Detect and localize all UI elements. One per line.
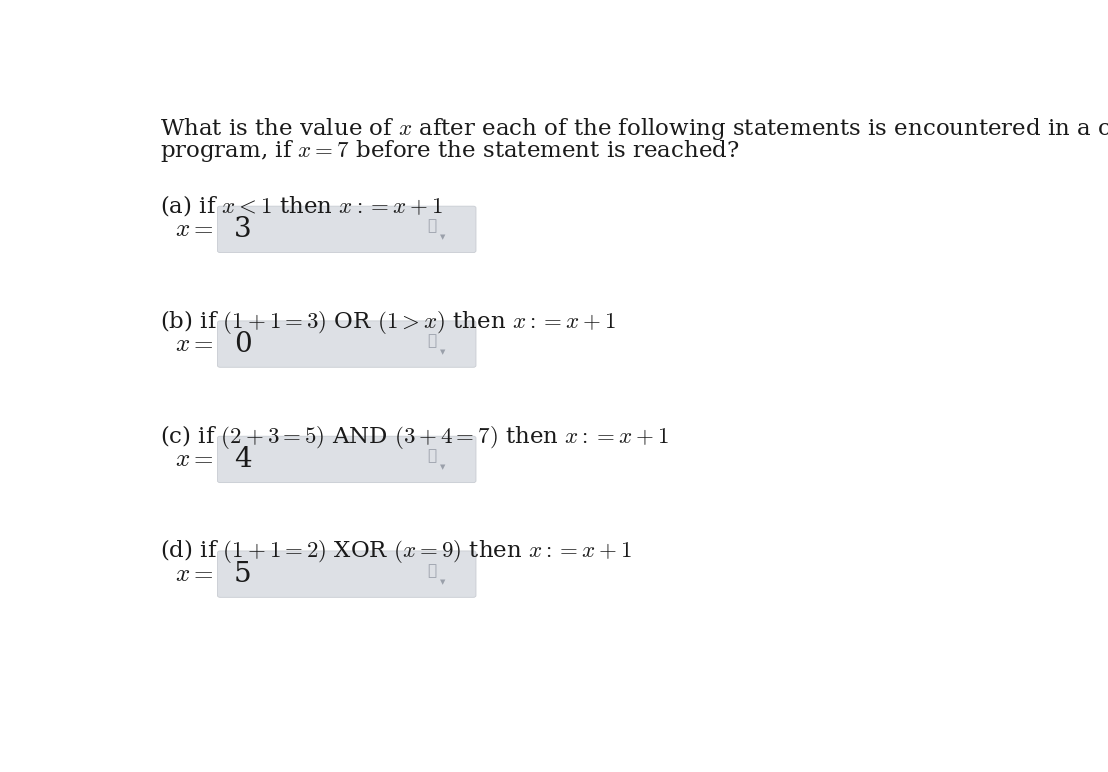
Text: $x = $: $x = $ bbox=[175, 448, 213, 471]
Text: (c) if $(2 + 3 = 5)$ AND $(3 + 4 = 7)$ then $x := x + 1$: (c) if $(2 + 3 = 5)$ AND $(3 + 4 = 7)$ t… bbox=[160, 422, 669, 451]
Text: ▼: ▼ bbox=[440, 348, 445, 356]
Text: 0: 0 bbox=[234, 330, 252, 357]
Text: ✏: ✏ bbox=[428, 334, 437, 348]
Text: (b) if $(1 + 1 = 3)$ OR $(1 > x)$ then $x := x + 1$: (b) if $(1 + 1 = 3)$ OR $(1 > x)$ then $… bbox=[160, 308, 616, 336]
FancyBboxPatch shape bbox=[217, 321, 476, 367]
Text: 4: 4 bbox=[234, 446, 252, 473]
Text: 3: 3 bbox=[234, 216, 252, 243]
FancyBboxPatch shape bbox=[217, 206, 476, 252]
Text: ▼: ▼ bbox=[440, 463, 445, 471]
Text: ▼: ▼ bbox=[440, 233, 445, 241]
Text: (d) if $(1 + 1 = 2)$ XOR $(x = 9)$ then $x := x + 1$: (d) if $(1 + 1 = 2)$ XOR $(x = 9)$ then … bbox=[160, 537, 633, 565]
Text: $x = $: $x = $ bbox=[175, 218, 213, 241]
Text: (a) if $x < 1$ then $x := x + 1$: (a) if $x < 1$ then $x := x + 1$ bbox=[160, 192, 443, 218]
Text: program, if $x = 7$ before the statement is reached?: program, if $x = 7$ before the statement… bbox=[160, 138, 739, 164]
Text: ✏: ✏ bbox=[428, 219, 437, 233]
Text: $x = $: $x = $ bbox=[175, 333, 213, 356]
FancyBboxPatch shape bbox=[217, 551, 476, 598]
Text: 5: 5 bbox=[234, 560, 252, 587]
Text: $x = $: $x = $ bbox=[175, 563, 213, 586]
Text: What is the value of $x$ after each of the following statements is encountered i: What is the value of $x$ after each of t… bbox=[160, 117, 1108, 142]
FancyBboxPatch shape bbox=[217, 436, 476, 482]
Text: ▼: ▼ bbox=[440, 578, 445, 586]
Text: ✏: ✏ bbox=[428, 449, 437, 463]
Text: ✏: ✏ bbox=[428, 564, 437, 578]
